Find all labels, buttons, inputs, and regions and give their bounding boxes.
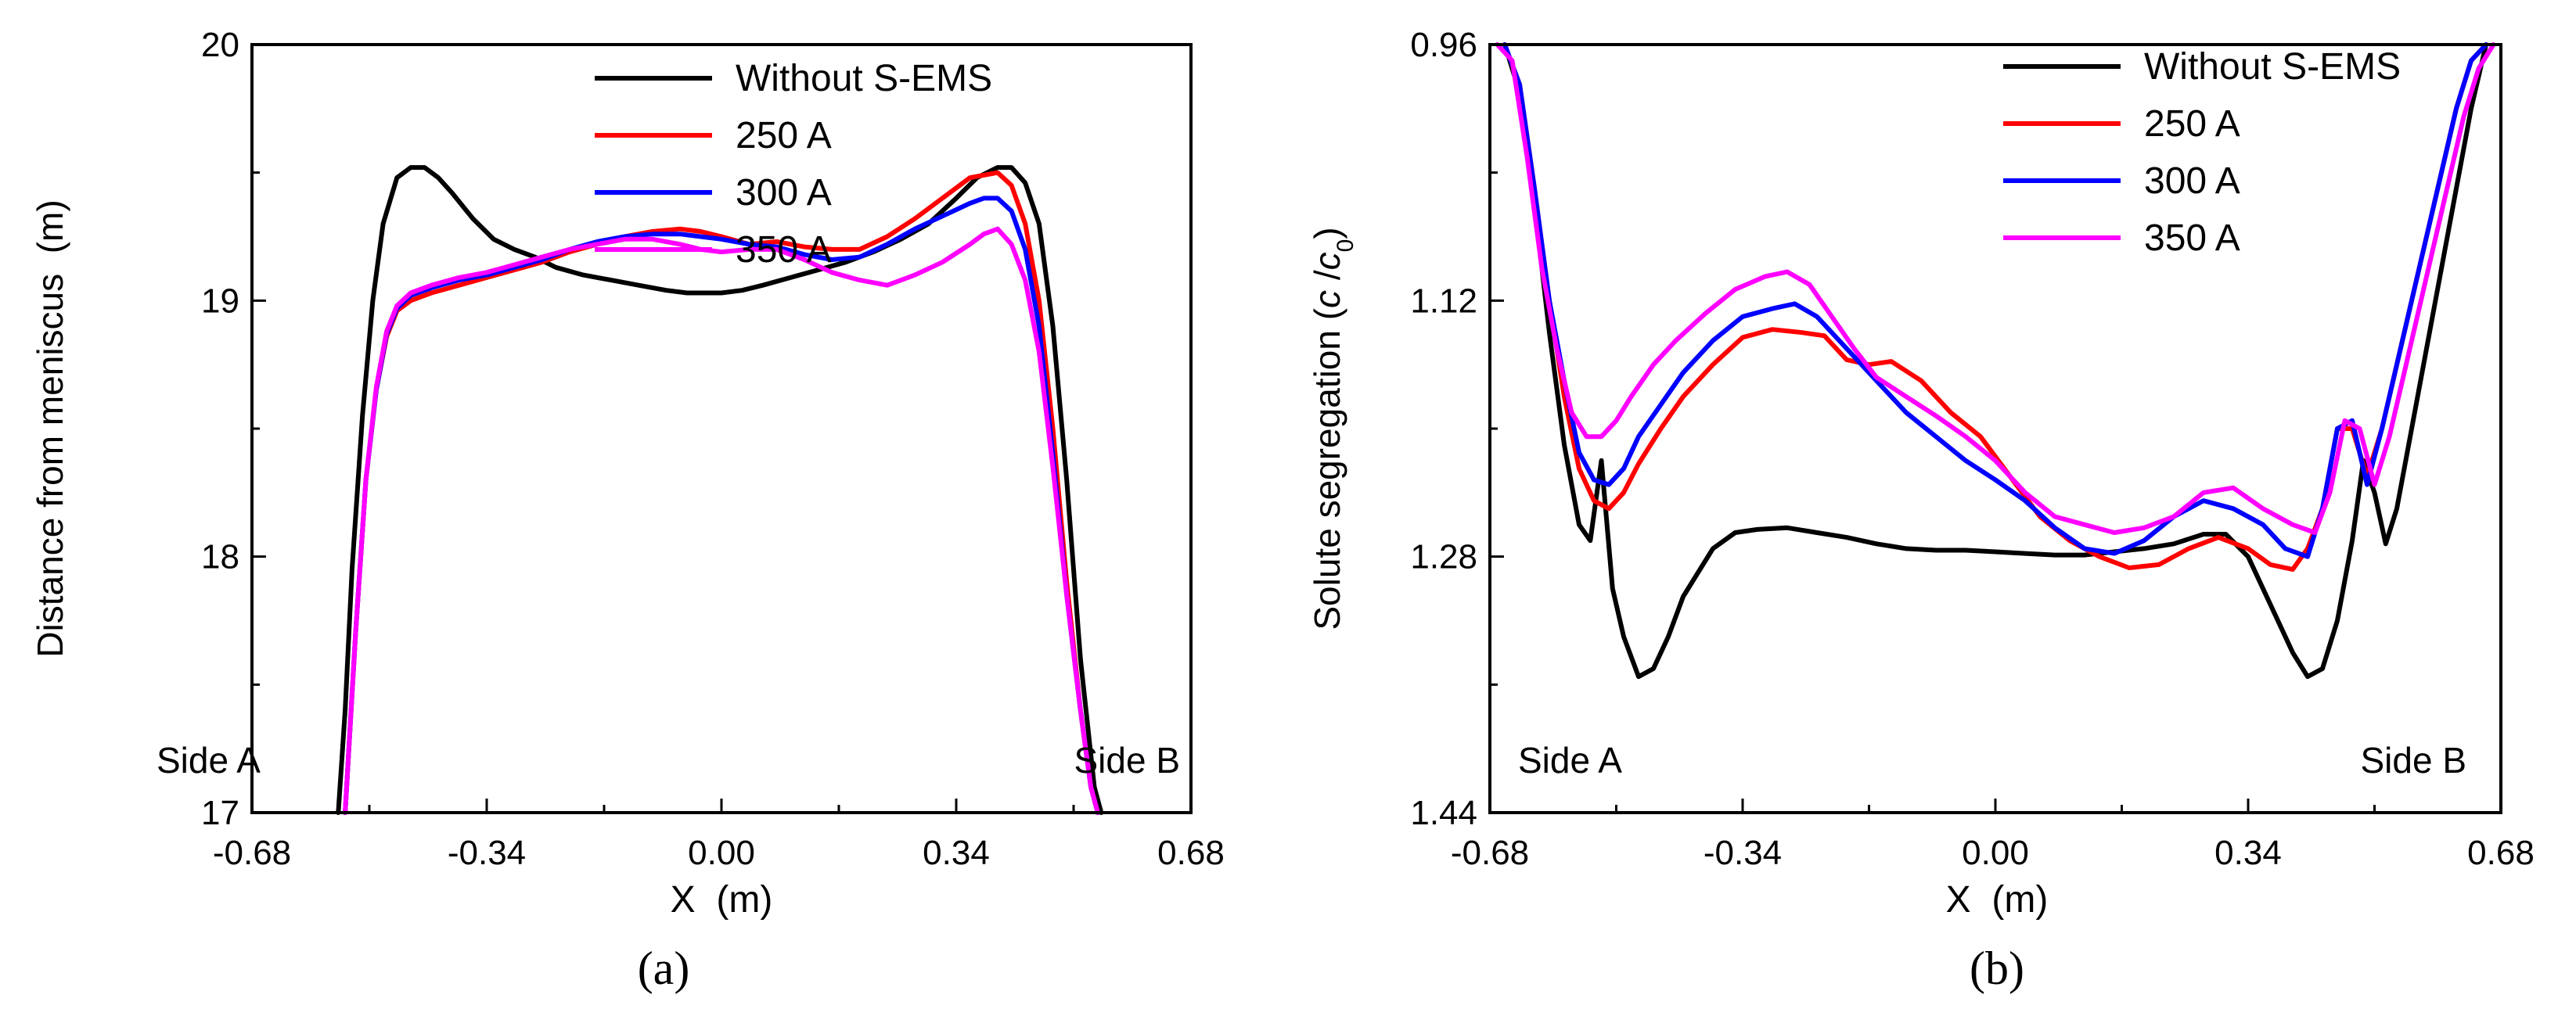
plot-b-ylabel-prefix: Solute segregation ( xyxy=(1307,307,1347,630)
plot-a-xtick-label: 0.68 xyxy=(1157,834,1225,872)
plot-b-side-b-label: Side B xyxy=(2360,740,2466,781)
plot-a-tick-labels: -0.68 -0.34 0.00 0.34 0.68 17 18 19 20 xyxy=(201,26,1225,872)
plot-a-legend-label: 350 A xyxy=(736,229,832,271)
plot-b-ylabel-sub: 0 xyxy=(1333,239,1358,253)
plot-b-series-line-2 xyxy=(1502,42,2488,559)
plot-a-xtick-label: 0.00 xyxy=(688,834,755,872)
plot-b-series-line-3 xyxy=(1495,42,2496,535)
plot-a-series-lines xyxy=(336,165,1104,815)
plot-b-legend-label: Without S-EMS xyxy=(2144,46,2401,88)
plot-a-series-line-1 xyxy=(343,170,1100,815)
plot-a-xtick-label: -0.34 xyxy=(448,834,526,872)
plot-a-xtick-label: 0.34 xyxy=(923,834,990,872)
plot-b-legend: Without S-EMS 250 A 300 A 350 A xyxy=(2003,46,2401,259)
plot-b-legend-label: 350 A xyxy=(2144,217,2240,259)
plot-b-side-a-label: Side A xyxy=(1518,740,1622,781)
plot-b-ticks xyxy=(1488,43,2502,814)
plot-b-xtick-label: 0.68 xyxy=(2467,834,2535,872)
plot-a-ytick-label: 19 xyxy=(201,282,239,320)
plot-a-side-b-label: Side B xyxy=(1074,740,1180,781)
plot-a-caption: (a) xyxy=(638,942,690,994)
plot-a-legend: Without S-EMS 250 A 300 A 350 A xyxy=(595,58,992,271)
plot-b-ylabel-suffix: ) xyxy=(1307,227,1347,239)
plot-a-ytick-label: 18 xyxy=(201,538,239,576)
plot-a-ticks xyxy=(250,43,1193,814)
panel-b: -0.68 -0.34 0.00 0.34 0.68 0.96 1.12 1.28 1.44 X… xyxy=(1307,26,2535,994)
plot-b-ytick-label: 1.28 xyxy=(1410,538,1477,576)
plot-b-series-lines xyxy=(1495,42,2496,680)
plot-a-xtick-label: -0.68 xyxy=(213,834,291,872)
plot-a-side-a-label: Side A xyxy=(157,740,261,781)
plot-b-legend-label: 300 A xyxy=(2144,160,2240,202)
plot-b-series-line-1 xyxy=(1502,42,2488,572)
plot-b-ytick-label: 0.96 xyxy=(1410,26,1477,64)
plot-b-ytick-label: 1.44 xyxy=(1410,794,1477,832)
plot-b-ylabel: Solute segregation (c /c0) xyxy=(1307,227,1358,630)
plot-b-ytick-label: 1.12 xyxy=(1410,282,1477,320)
plot-b-xtick-label: 0.34 xyxy=(2214,834,2282,872)
plot-a-series-line-2 xyxy=(343,196,1100,815)
plot-b-legend-label: 250 A xyxy=(2144,103,2240,145)
plot-a-series-line-0 xyxy=(336,165,1104,815)
plot-b-series-line-0 xyxy=(1502,42,2488,680)
plot-b-ylabel-c0: c xyxy=(1307,252,1347,270)
plot-b-caption: (b) xyxy=(1970,942,2024,994)
panel-a: -0.68 -0.34 0.00 0.34 0.68 17 18 19 20 X (m) Dis… xyxy=(30,26,1225,994)
plot-a-legend-label: Without S-EMS xyxy=(736,58,992,99)
plot-a-legend-label: 300 A xyxy=(736,172,832,214)
plot-b-ylabel-c: c xyxy=(1307,290,1347,308)
plot-b-xtick-label: -0.68 xyxy=(1451,834,1529,872)
plot-a-ylabel: Distance from meniscus (m) xyxy=(30,199,70,657)
plot-b-xtick-label: 0.00 xyxy=(1962,834,2029,872)
plot-a-ytick-label: 20 xyxy=(201,26,239,64)
plot-a-ytick-label: 17 xyxy=(201,794,239,832)
plot-b-xlabel: X (m) xyxy=(1946,879,2049,921)
plot-a-series-line-3 xyxy=(343,226,1100,815)
plot-a-xlabel: X (m) xyxy=(671,879,773,921)
plot-a-legend-label: 250 A xyxy=(736,115,832,156)
plot-b-ylabel-slash: / xyxy=(1307,270,1347,290)
plot-b-tick-labels: -0.68 -0.34 0.00 0.34 0.68 0.96 1.12 1.28 1.44 xyxy=(1410,26,2534,872)
plot-b-xtick-label: -0.34 xyxy=(1704,834,1782,872)
